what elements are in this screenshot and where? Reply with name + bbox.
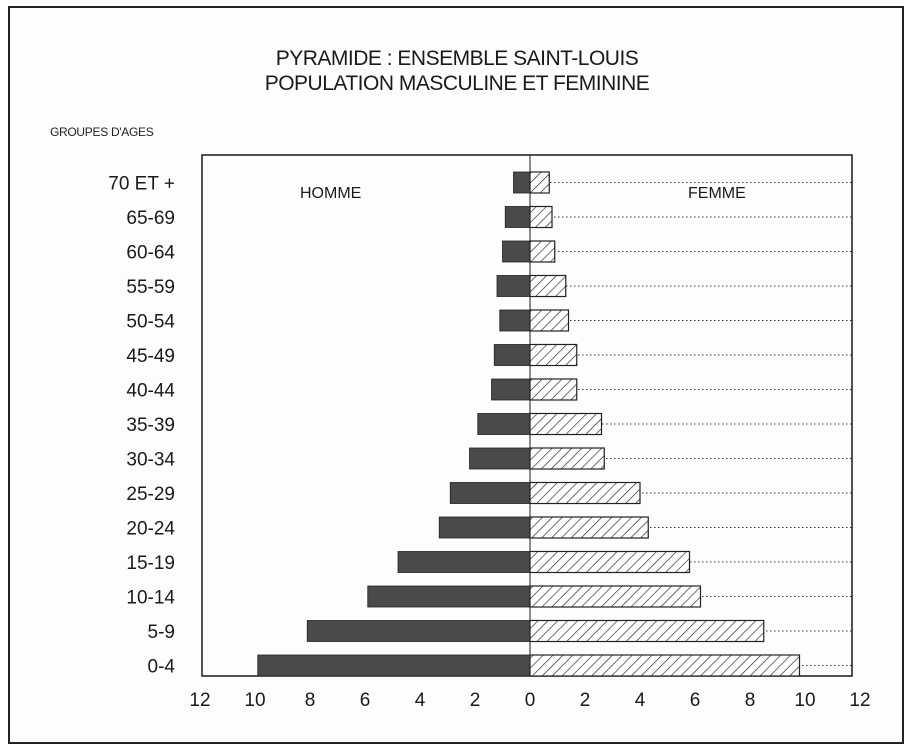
bar-homme bbox=[493, 344, 531, 366]
bar-homme bbox=[496, 275, 531, 297]
x-tick-label: 2 bbox=[580, 690, 591, 711]
y-axis-label: GROUPES D'AGES bbox=[50, 125, 154, 139]
category-label: 60-64 bbox=[126, 243, 175, 264]
x-tick-label: 2 bbox=[470, 690, 481, 711]
bar-homme bbox=[367, 585, 531, 608]
x-tick-label: 8 bbox=[745, 690, 756, 711]
category-label: 30-34 bbox=[126, 450, 175, 471]
bar-femme bbox=[529, 619, 765, 643]
x-tick-label: 12 bbox=[849, 690, 870, 711]
category-label: 55-59 bbox=[126, 277, 175, 298]
bar-femme bbox=[529, 516, 649, 539]
category-label: 15-19 bbox=[126, 553, 175, 574]
bar-homme bbox=[438, 516, 531, 539]
category-label: 10-14 bbox=[126, 588, 175, 609]
bar-femme bbox=[529, 240, 556, 263]
bar-homme bbox=[499, 309, 531, 332]
legend-femme: FEMME bbox=[688, 185, 746, 202]
bar-homme bbox=[257, 654, 531, 677]
bar-homme bbox=[491, 378, 531, 401]
chart-subtitle: POPULATION MASCULINE ET FEMININE bbox=[264, 72, 650, 95]
x-tick-label: 10 bbox=[794, 690, 815, 711]
x-tick-label: 4 bbox=[635, 690, 646, 711]
bar-femme bbox=[529, 205, 553, 229]
bar-homme bbox=[513, 171, 531, 194]
x-tick-label: 4 bbox=[415, 690, 426, 711]
bar-femme bbox=[529, 171, 550, 194]
x-tick-label: 10 bbox=[244, 690, 265, 711]
x-tick-label: 8 bbox=[305, 690, 316, 711]
bar-femme bbox=[529, 481, 641, 505]
category-label: 0-4 bbox=[148, 657, 176, 678]
category-label: 50-54 bbox=[126, 312, 175, 333]
bar-homme bbox=[502, 240, 531, 263]
category-label: 65-69 bbox=[126, 208, 175, 229]
chart-title: PYRAMIDE : ENSEMBLE SAINT-LOUIS bbox=[275, 47, 639, 70]
x-tick-label: 0 bbox=[525, 690, 536, 711]
bar-homme bbox=[397, 551, 531, 573]
bar-femme bbox=[529, 447, 605, 470]
category-label: 5-9 bbox=[148, 622, 175, 643]
bar-homme bbox=[469, 447, 531, 470]
category-label: 20-24 bbox=[126, 519, 175, 540]
bar-femme bbox=[529, 550, 691, 574]
category-label: 35-39 bbox=[126, 415, 175, 436]
x-tick-label: 12 bbox=[189, 690, 210, 711]
bar-femme bbox=[529, 412, 603, 436]
bar-femme bbox=[529, 274, 567, 298]
bar-femme bbox=[529, 378, 578, 401]
category-label: 25-29 bbox=[126, 484, 175, 505]
x-tick-label: 6 bbox=[690, 690, 701, 711]
bar-homme bbox=[504, 206, 531, 228]
bar-homme bbox=[477, 413, 531, 435]
category-label: 40-44 bbox=[126, 381, 175, 402]
legend-homme: HOMME bbox=[300, 185, 361, 202]
bar-femme bbox=[529, 585, 702, 608]
bar-femme bbox=[529, 343, 578, 367]
bar-femme bbox=[529, 654, 801, 677]
bar-homme bbox=[306, 620, 531, 642]
category-label: 70 ET + bbox=[108, 174, 175, 195]
bar-homme bbox=[449, 482, 531, 504]
category-label: 45-49 bbox=[126, 346, 175, 367]
x-tick-label: 6 bbox=[360, 690, 371, 711]
bar-femme bbox=[529, 309, 570, 332]
